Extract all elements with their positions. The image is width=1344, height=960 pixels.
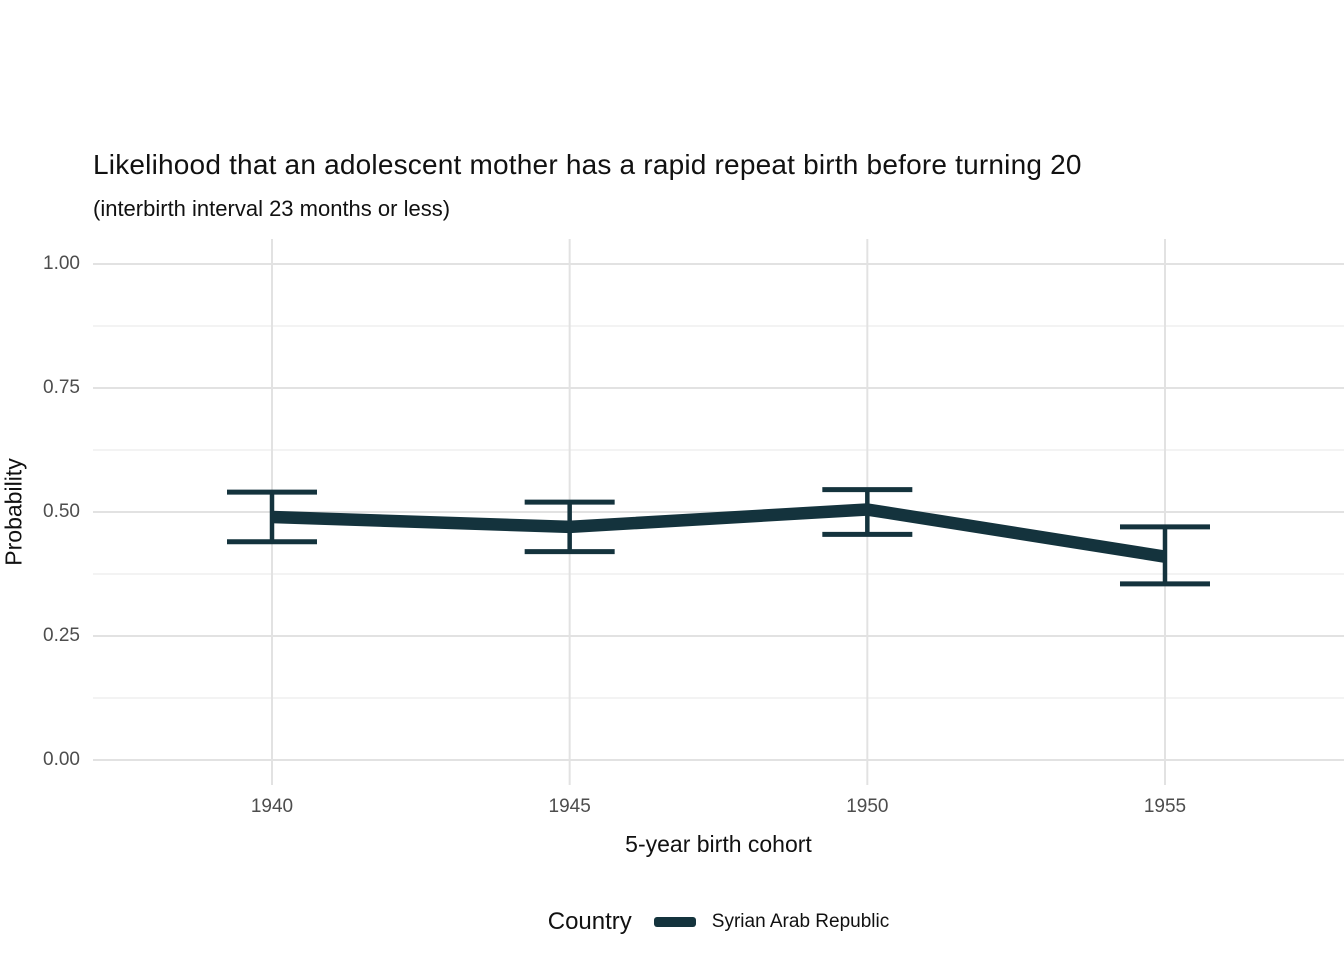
legend-item-label: Syrian Arab Republic (711, 911, 890, 932)
chart-subtitle: (interbirth interval 23 months or less) (93, 196, 451, 221)
y-axis-title: Probability (0, 458, 27, 566)
y-tick-label: 0.75 (43, 377, 80, 398)
x-tick-label: 1950 (846, 796, 889, 817)
series-line (271, 503, 1166, 563)
legend-title: Country (547, 908, 632, 935)
x-tick-label: 1955 (1143, 796, 1187, 817)
legend: Country Syrian Arab Republic (93, 903, 1344, 941)
y-tick-label: 0.25 (43, 625, 80, 646)
legend-line-swatch (653, 917, 696, 927)
x-axis-title: 5-year birth cohort (625, 831, 812, 857)
x-tick-label: 1945 (548, 796, 591, 817)
chart-title: Likelihood that an adolescent mother has… (93, 149, 1082, 180)
y-tick-label: 1.00 (43, 253, 80, 274)
y-tick-label: 0.50 (43, 501, 80, 522)
y-tick-label: 0.00 (43, 749, 80, 770)
x-tick-label: 1940 (250, 796, 294, 817)
